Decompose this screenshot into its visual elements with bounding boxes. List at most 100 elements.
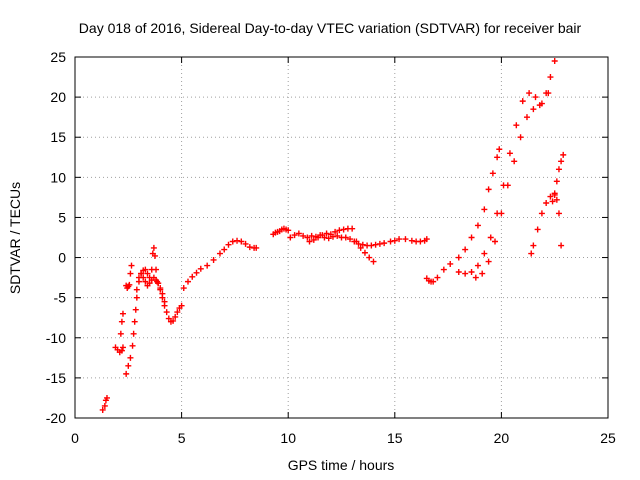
data-point bbox=[131, 318, 138, 325]
y-tick-label: 0 bbox=[58, 250, 66, 266]
data-point bbox=[551, 190, 558, 197]
data-point bbox=[468, 234, 475, 241]
data-point bbox=[197, 265, 204, 272]
x-tick-label: 10 bbox=[280, 430, 296, 446]
data-point bbox=[396, 236, 403, 243]
data-point bbox=[118, 347, 125, 354]
data-point bbox=[125, 362, 132, 369]
y-tick-label: -10 bbox=[46, 330, 66, 346]
data-point bbox=[474, 222, 481, 229]
series-arc-3 bbox=[270, 225, 292, 238]
data-point bbox=[547, 74, 554, 81]
data-point bbox=[440, 266, 447, 273]
data-point bbox=[155, 280, 162, 287]
data-point bbox=[246, 244, 253, 251]
x-axis-label: GPS time / hours bbox=[288, 457, 395, 473]
y-tick-label: 10 bbox=[50, 169, 66, 185]
data-point bbox=[381, 240, 388, 247]
data-point bbox=[513, 122, 520, 129]
data-point bbox=[472, 274, 479, 281]
data-point bbox=[555, 210, 562, 217]
data-point bbox=[178, 302, 185, 309]
y-tick-label: 5 bbox=[58, 209, 66, 225]
data-point bbox=[462, 270, 469, 277]
data-point bbox=[553, 196, 560, 203]
data-point bbox=[553, 178, 560, 185]
data-point bbox=[504, 182, 511, 189]
x-tick-label: 5 bbox=[178, 430, 186, 446]
data-point bbox=[118, 318, 125, 325]
data-point bbox=[487, 234, 494, 241]
series-arc-1 bbox=[133, 244, 185, 325]
data-point bbox=[534, 226, 541, 233]
data-point bbox=[423, 236, 430, 243]
data-point bbox=[485, 258, 492, 265]
data-point bbox=[408, 237, 415, 244]
series-arc-7 bbox=[455, 58, 558, 277]
chart-title: Day 018 of 2016, Sidereal Day-to-day VTE… bbox=[79, 20, 582, 36]
data-point bbox=[391, 237, 398, 244]
data-point bbox=[144, 270, 151, 277]
series-arc-9 bbox=[528, 191, 565, 257]
series-early-b bbox=[112, 344, 126, 356]
data-point bbox=[481, 206, 488, 213]
data-point bbox=[430, 278, 437, 285]
data-point bbox=[295, 230, 302, 237]
data-point bbox=[496, 146, 503, 153]
data-point bbox=[119, 344, 126, 351]
data-point bbox=[558, 242, 565, 249]
data-point bbox=[560, 151, 567, 158]
data-point bbox=[234, 237, 241, 244]
data-point bbox=[555, 166, 562, 173]
data-point bbox=[334, 232, 341, 239]
data-point bbox=[402, 236, 409, 243]
data-point bbox=[342, 234, 349, 241]
data-point bbox=[174, 309, 181, 316]
axis-ticks: 0 5 10 15 20 25 -20 -15 -10 -5 0 5 10 15 20 25 bbox=[46, 49, 616, 446]
y-tick-label: 15 bbox=[50, 129, 66, 145]
data-point bbox=[238, 238, 245, 245]
y-tick-label: 20 bbox=[50, 89, 66, 105]
data-point bbox=[204, 262, 211, 269]
data-point bbox=[517, 134, 524, 141]
data-point bbox=[306, 238, 313, 245]
data-point bbox=[538, 210, 545, 217]
data-point bbox=[189, 273, 196, 280]
data-point bbox=[119, 310, 126, 317]
data-point bbox=[172, 313, 179, 320]
data-point bbox=[506, 150, 513, 157]
data-point bbox=[99, 406, 106, 413]
data-point bbox=[332, 228, 339, 235]
data-point bbox=[357, 244, 364, 251]
data-point bbox=[117, 330, 124, 337]
data-point bbox=[310, 236, 317, 243]
y-axis-label: SDTVAR / TECUs bbox=[7, 182, 23, 294]
data-point bbox=[150, 244, 157, 251]
data-point bbox=[494, 154, 501, 161]
data-point bbox=[287, 234, 294, 241]
data-point bbox=[474, 262, 481, 269]
data-point bbox=[103, 394, 110, 401]
series-early-e bbox=[123, 262, 135, 292]
data-point bbox=[146, 280, 153, 287]
data-point bbox=[285, 227, 292, 234]
data-point bbox=[210, 256, 217, 263]
data-point bbox=[128, 262, 135, 269]
data-point bbox=[353, 238, 360, 245]
data-point bbox=[455, 268, 462, 275]
data-point bbox=[140, 274, 147, 281]
data-point bbox=[511, 158, 518, 165]
data-point bbox=[133, 294, 140, 301]
data-point bbox=[336, 227, 343, 234]
data-point bbox=[387, 238, 394, 245]
data-point bbox=[216, 250, 223, 257]
data-point bbox=[327, 231, 334, 238]
data-point bbox=[543, 200, 550, 207]
data-point bbox=[558, 158, 565, 165]
data-point bbox=[142, 278, 149, 285]
data-point bbox=[242, 240, 249, 247]
data-point bbox=[532, 94, 539, 101]
data-point bbox=[481, 250, 488, 257]
data-point bbox=[551, 58, 558, 65]
data-point bbox=[536, 102, 543, 109]
